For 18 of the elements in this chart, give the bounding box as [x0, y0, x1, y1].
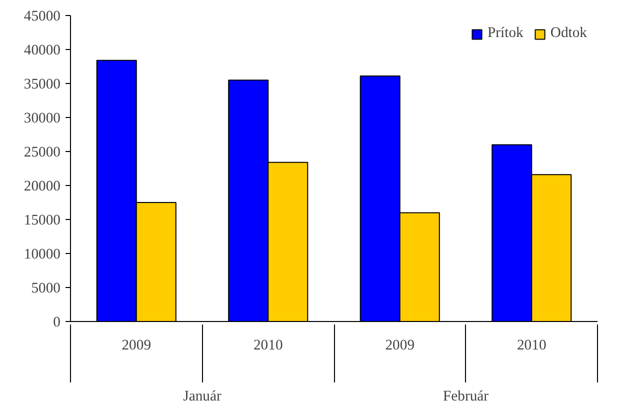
- text: Január: [183, 388, 222, 404]
- y-tick-label: 30000: [24, 110, 60, 126]
- y-tick-label: 10000: [24, 246, 60, 262]
- y-tick-label: 45000: [24, 8, 60, 24]
- y-tick-label: 15000: [24, 212, 60, 228]
- y-tick-label: 25000: [24, 144, 60, 160]
- x-tick-label: 2009: [122, 338, 152, 354]
- y-tick-label: 0: [53, 314, 60, 330]
- y-tick-label: 5000: [31, 280, 60, 296]
- x-tick-label: 2010: [516, 338, 546, 354]
- x-tick-label: 2010: [253, 338, 283, 354]
- legend-label: Odtok: [550, 25, 587, 42]
- legend-label: Prítok: [488, 25, 524, 42]
- y-tick-label: 20000: [24, 178, 60, 194]
- y-tick-label: 35000: [24, 76, 60, 92]
- y-tick-label: 40000: [24, 42, 60, 58]
- x-tick-label: 2009: [385, 338, 415, 354]
- text: Február: [442, 388, 489, 404]
